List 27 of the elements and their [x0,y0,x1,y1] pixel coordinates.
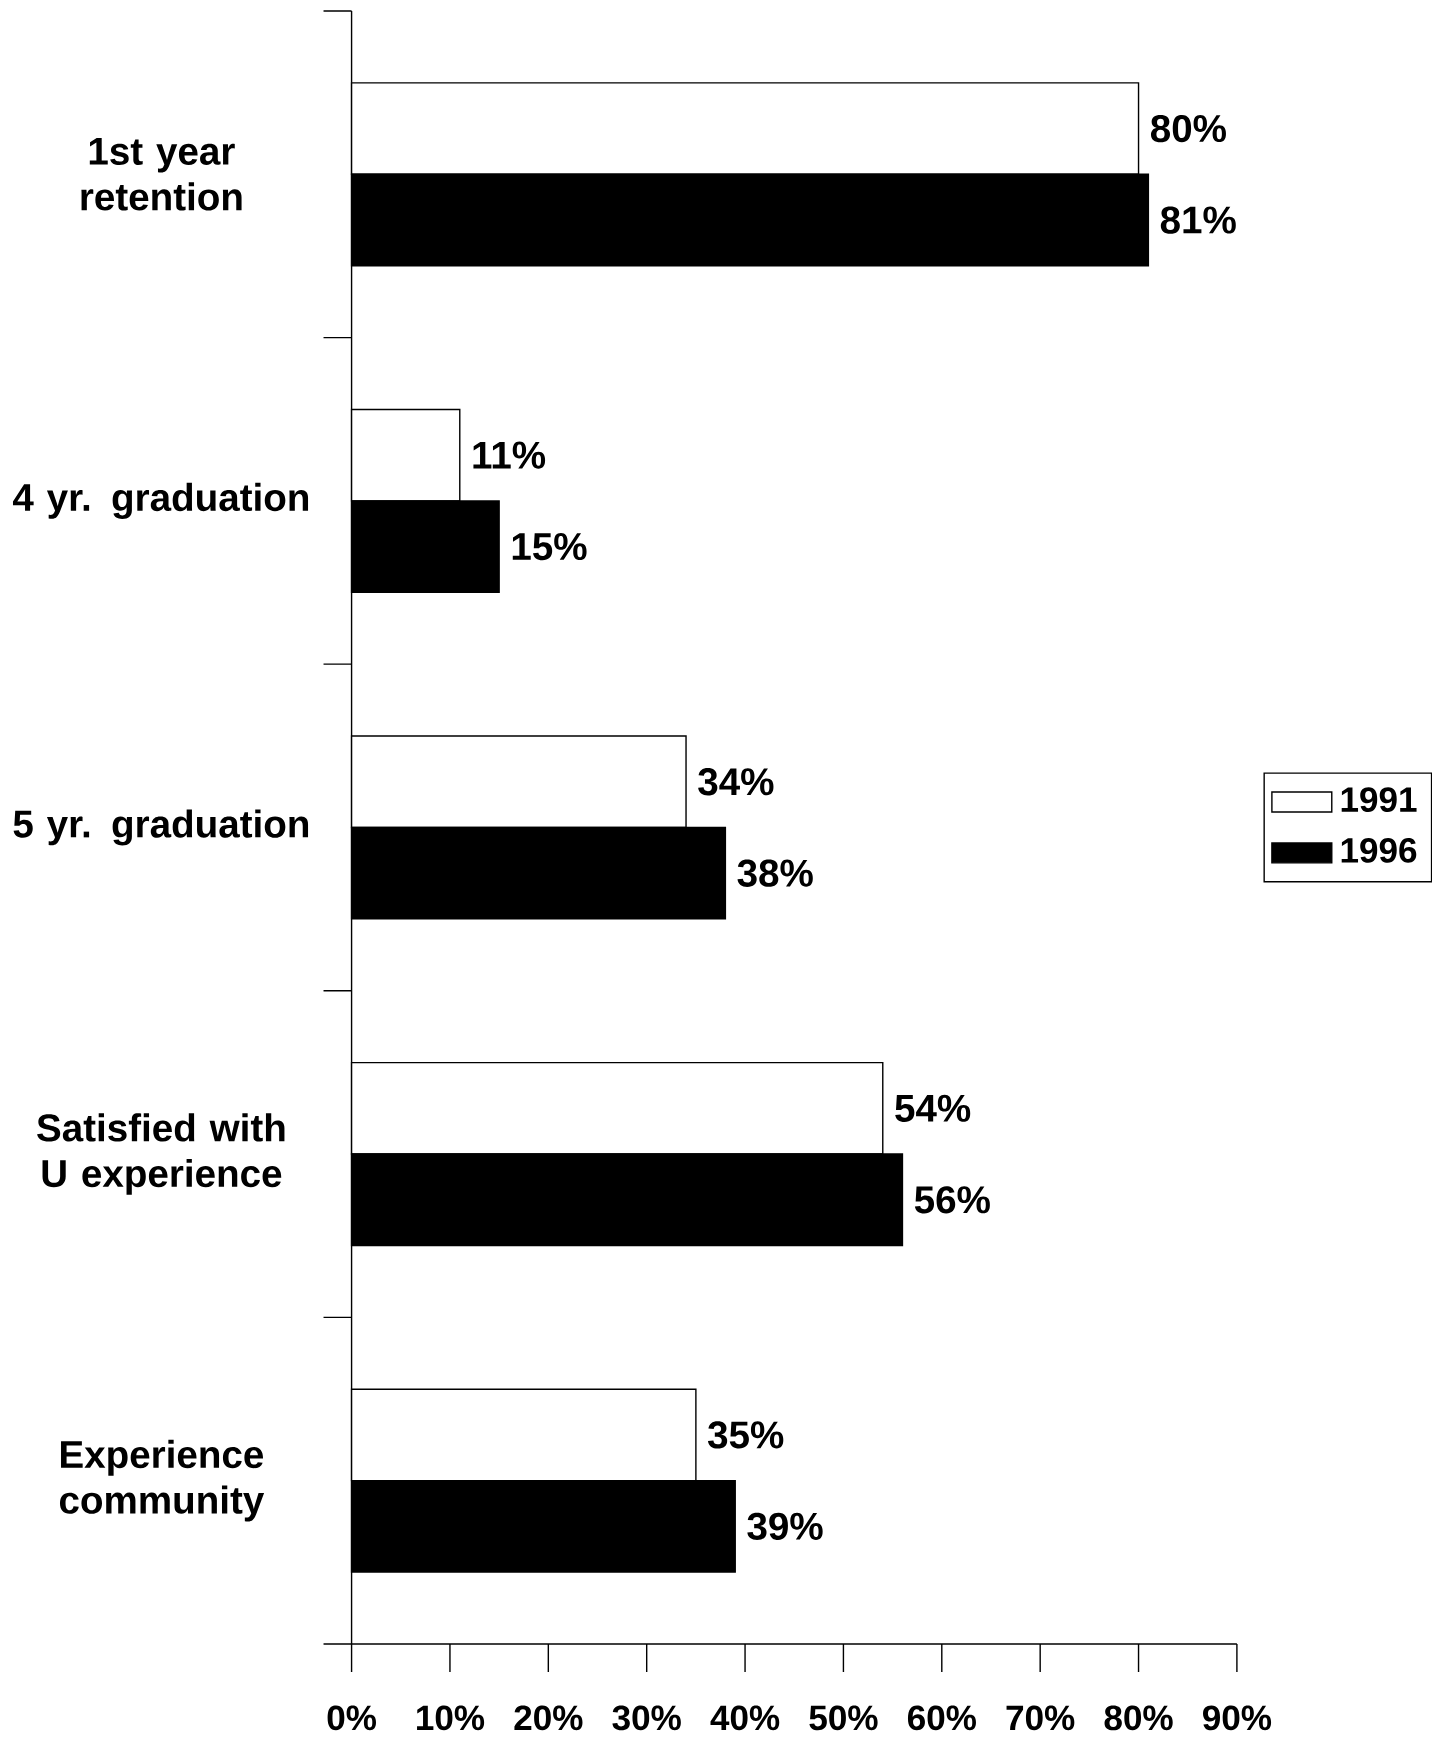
data-label: 80% [1150,114,1226,143]
data-label: 35% [707,1421,784,1449]
data-label: 81% [1160,206,1236,234]
legend-label: 1996 [1341,838,1417,863]
data-label: 38% [737,859,813,887]
x-tick-label: 90% [1202,1705,1271,1731]
x-tick-label: 80% [1104,1705,1173,1731]
data-label: 56% [914,1186,990,1214]
y-tick-label: Experience community [59,1439,264,1522]
x-tick-label: 10% [416,1705,484,1731]
x-tick-label: 50% [809,1705,878,1731]
data-label: 54% [895,1094,971,1122]
x-tick-label: 20% [514,1705,583,1731]
y-tick-label: 4 yr. graduation [12,482,308,519]
data-label: 39% [747,1512,823,1541]
data-label: 11% [473,441,545,469]
y-tick-label: Satisfied with U experience [36,1113,285,1195]
x-tick-label: 70% [1006,1705,1075,1731]
legend-label: 1991 [1341,787,1417,812]
data-label: 34% [698,768,774,796]
data-label: 15% [512,532,587,561]
x-tick-label: 30% [612,1705,681,1731]
x-tick-label: 60% [907,1705,976,1731]
x-tick-label: 40% [710,1705,780,1731]
y-tick-label: 5 yr. graduation [13,809,308,846]
y-tick-label: 1st year retention [81,138,242,211]
x-tick-label: 0% [327,1705,376,1731]
